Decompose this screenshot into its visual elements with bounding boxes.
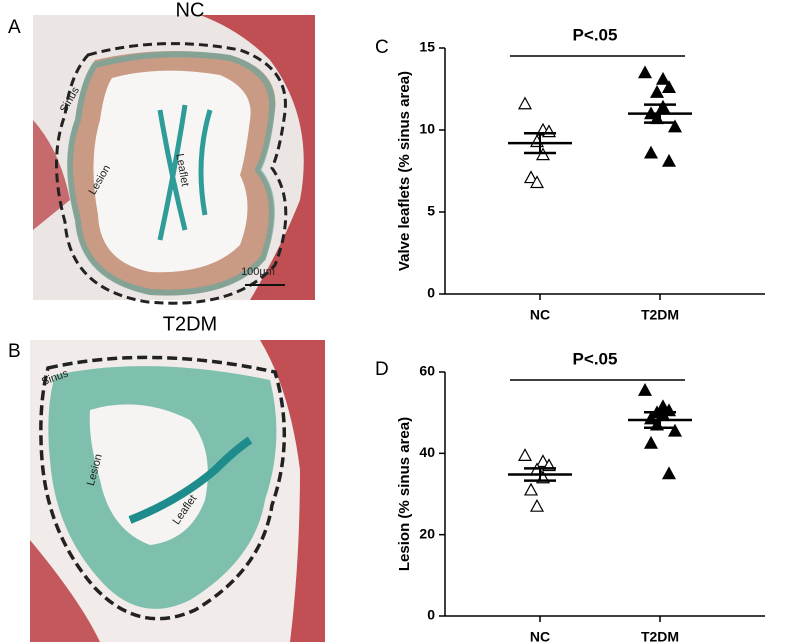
data-point bbox=[643, 435, 659, 449]
y-axis-label: Lesion (% sinus area) bbox=[396, 417, 413, 571]
data-point bbox=[643, 145, 659, 159]
data-point bbox=[535, 454, 551, 468]
image-annotation: 100µm bbox=[241, 266, 275, 278]
histology-b bbox=[30, 340, 325, 642]
data-point bbox=[661, 80, 677, 93]
data-point bbox=[667, 423, 683, 437]
y-axis-label: Valve leaflets (% sinus area) bbox=[396, 71, 413, 271]
x-tick-label: NC bbox=[530, 307, 550, 323]
data-point bbox=[529, 175, 545, 189]
y-tick-label: 40 bbox=[419, 444, 435, 460]
y-tick-label: 20 bbox=[419, 525, 435, 541]
data-point bbox=[637, 383, 653, 396]
significance-label: P<.05 bbox=[573, 349, 618, 368]
data-point bbox=[661, 153, 677, 167]
data-point bbox=[529, 134, 545, 148]
panel-title: NC bbox=[176, 0, 205, 21]
data-point bbox=[667, 119, 683, 133]
histology-a bbox=[33, 15, 315, 305]
panel-letter: D bbox=[375, 359, 389, 380]
x-tick-label: T2DM bbox=[641, 307, 679, 323]
x-tick-label: NC bbox=[530, 629, 550, 644]
y-tick-label: 0 bbox=[427, 607, 435, 623]
data-point bbox=[517, 448, 533, 461]
x-tick-label: T2DM bbox=[641, 629, 679, 644]
data-point bbox=[529, 498, 545, 512]
data-point bbox=[517, 96, 533, 110]
panel-letter: A bbox=[8, 17, 21, 38]
data-point bbox=[655, 71, 671, 85]
image-annotation: Leaflet bbox=[173, 153, 191, 188]
data-point bbox=[661, 466, 677, 480]
panel-letter: C bbox=[375, 37, 389, 58]
data-point bbox=[637, 65, 653, 79]
significance-label: P<.05 bbox=[573, 25, 618, 44]
y-tick-label: 15 bbox=[419, 39, 435, 55]
data-point bbox=[523, 170, 539, 184]
y-tick-label: 5 bbox=[427, 203, 435, 219]
panel-title: T2DM bbox=[163, 313, 217, 335]
data-point bbox=[649, 85, 665, 98]
panel-letter: B bbox=[8, 341, 21, 362]
data-point bbox=[523, 482, 539, 496]
y-tick-label: 0 bbox=[427, 285, 435, 301]
y-tick-label: 10 bbox=[419, 121, 435, 137]
y-tick-label: 60 bbox=[419, 363, 435, 379]
data-point bbox=[655, 99, 671, 113]
